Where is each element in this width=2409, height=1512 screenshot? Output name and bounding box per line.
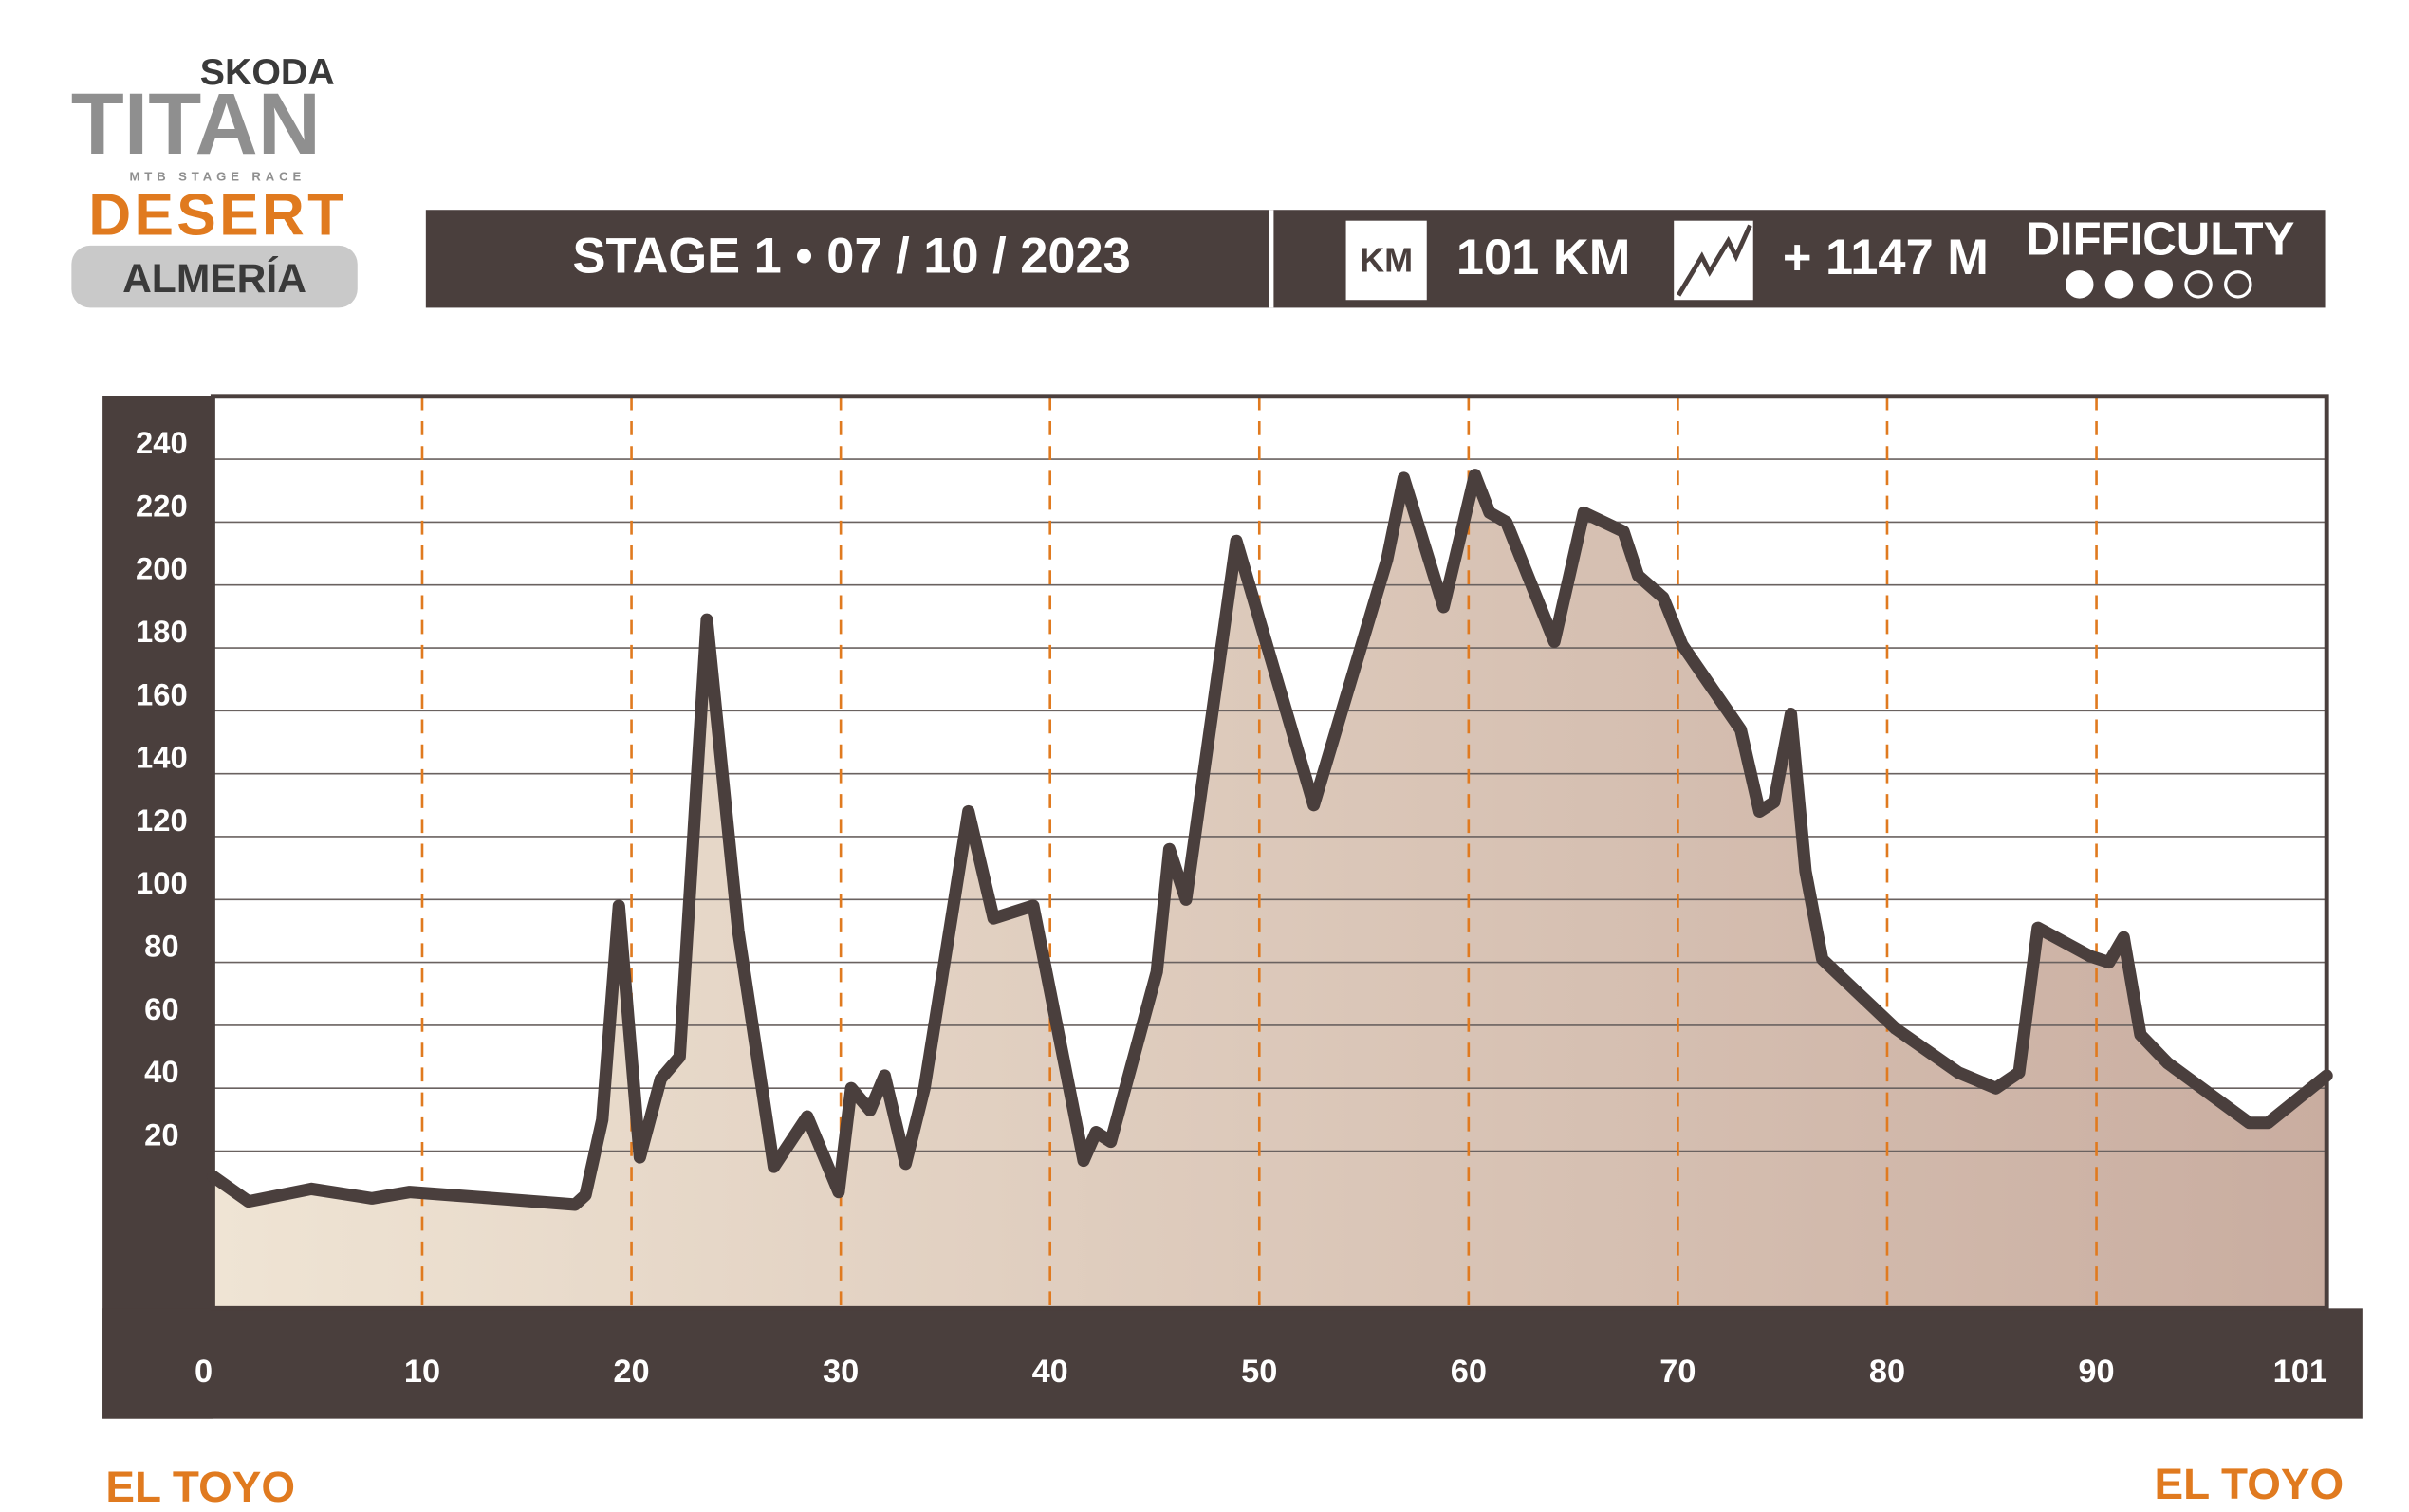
y-tick-label: 140 <box>136 740 188 775</box>
x-tick-label: 50 <box>1241 1354 1277 1390</box>
x-tick-label: 101 <box>2273 1354 2327 1390</box>
x-tick-label: 30 <box>823 1354 859 1390</box>
y-axis-panel <box>102 396 213 1419</box>
y-tick-label: 240 <box>136 425 188 460</box>
x-tick-label: 10 <box>404 1354 440 1390</box>
y-tick-label: 80 <box>144 929 178 964</box>
km-icon <box>1345 220 1427 301</box>
logo-tagline: MTB STAGE RACE <box>129 169 306 183</box>
logo-brand: SKODA <box>200 51 335 93</box>
y-tick-label: 220 <box>136 488 188 523</box>
x-tick-label: 60 <box>1451 1354 1487 1390</box>
stage-title: STAGE 1 • 07 / 10 / 2023 <box>572 229 1130 284</box>
y-tick-label: 40 <box>144 1054 178 1089</box>
logo-edition: DESERT <box>88 182 346 248</box>
distance: 101 KM <box>1456 230 1631 286</box>
x-tick-label: 0 <box>195 1354 213 1390</box>
finish-label: EL TOYO <box>2155 1459 2344 1508</box>
x-tick-label: 90 <box>2078 1354 2114 1390</box>
y-tick-label: 20 <box>144 1116 178 1152</box>
difficulty-dot-filled <box>2144 270 2174 299</box>
elevation-area <box>213 474 2327 1309</box>
y-tick-label: 120 <box>136 802 188 838</box>
x-axis-panel <box>102 1308 2363 1419</box>
x-tick-label: 80 <box>1869 1354 1905 1390</box>
climb-icon-graph <box>1677 224 1752 297</box>
x-tick-label: 70 <box>1659 1354 1696 1390</box>
climb: + 1147 M <box>1783 230 1989 286</box>
y-tick-label: 60 <box>144 991 178 1026</box>
logo-badge <box>71 245 358 308</box>
difficulty-dot-empty <box>2184 270 2213 299</box>
climb-icon <box>1674 220 1753 301</box>
difficulty-dot-filled <box>2065 270 2094 299</box>
x-tick-label: 40 <box>1032 1354 1068 1390</box>
km-icon-label: KM <box>1360 240 1413 279</box>
difficulty-label: DIFFICULTY <box>2026 214 2294 266</box>
plot-frame <box>210 394 2329 1311</box>
difficulty-dot-empty <box>2224 270 2252 299</box>
logo-place: ALMERÍA <box>122 256 306 302</box>
start-label: EL TOYO <box>105 1462 295 1511</box>
y-tick-label: 200 <box>136 551 188 586</box>
x-tick-label: 20 <box>613 1354 649 1390</box>
y-tick-label: 100 <box>136 865 188 900</box>
difficulty-dot-filled <box>2104 270 2134 299</box>
elevation-line <box>206 469 2333 1211</box>
y-tick-label: 160 <box>136 676 188 711</box>
logo-name: TITAN <box>71 76 321 173</box>
y-tick-label: 180 <box>136 614 188 649</box>
